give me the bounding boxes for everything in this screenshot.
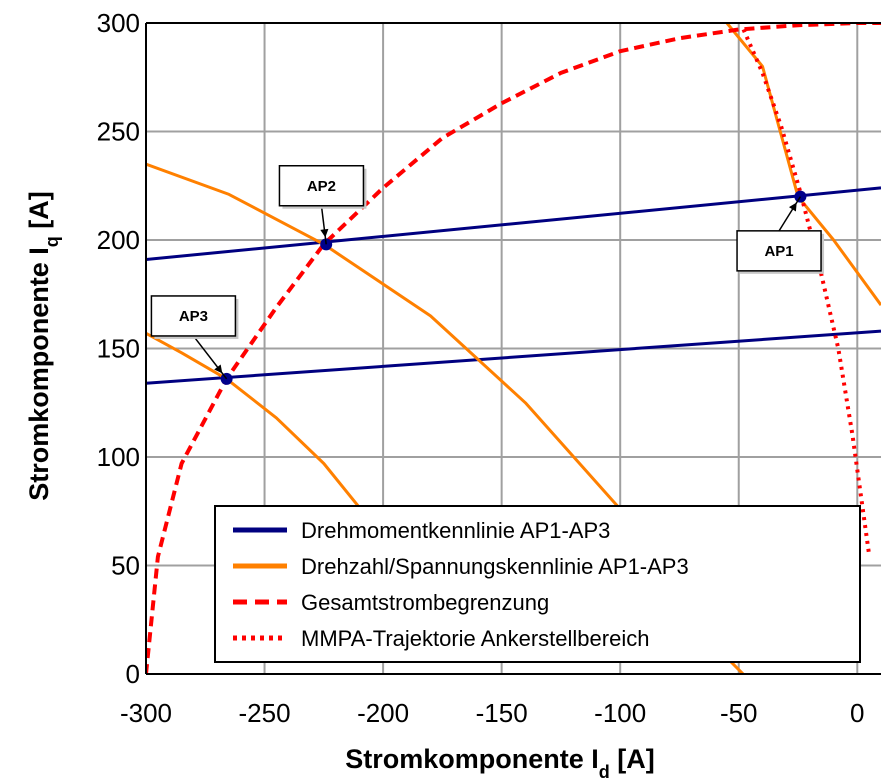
callout-arrowhead bbox=[320, 228, 329, 238]
callout-label-ap1: AP1 bbox=[764, 243, 793, 260]
y-axis-label-sub: q bbox=[42, 236, 62, 247]
x-tick-label: -250 bbox=[239, 698, 291, 728]
x-tick-label: -300 bbox=[120, 698, 172, 728]
callout-arrowhead bbox=[214, 364, 223, 374]
y-tick-label: 200 bbox=[97, 225, 140, 255]
x-axis-label: Stromkomponente Id [A] bbox=[345, 744, 655, 782]
y-tick-label: 50 bbox=[111, 551, 140, 581]
legend-box bbox=[214, 505, 861, 663]
callout-box-ap1 bbox=[736, 230, 822, 272]
y-axis-label: Stromkomponente Iq [A] bbox=[24, 191, 62, 501]
y-tick-label: 250 bbox=[97, 117, 140, 147]
x-tick-label: 0 bbox=[850, 698, 864, 728]
series-torque-line bbox=[146, 186, 881, 261]
legend-label: Gesamtstrombegrenzung bbox=[301, 590, 549, 615]
x-tick-label: -150 bbox=[476, 698, 528, 728]
series-mmpa-line bbox=[741, 28, 872, 555]
x-axis-label-sub: d bbox=[599, 762, 610, 782]
x-tick-label: -200 bbox=[357, 698, 409, 728]
callout-box-ap3 bbox=[150, 295, 237, 337]
legend: Drehmomentkennlinie AP1-AP3 Drehzahl/Span… bbox=[214, 505, 861, 663]
legend-label: Drehmomentkennlinie AP1-AP3 bbox=[301, 518, 610, 543]
tick-labels: -300 -250 -200 -150 -100 -50 0 0 50 100 150 200 250 3… bbox=[97, 8, 865, 728]
y-tick-label: 150 bbox=[97, 334, 140, 364]
callouts-layer: AP1 AP2 AP3 bbox=[150, 165, 825, 380]
series-current-line bbox=[146, 23, 881, 674]
y-axis-label-unit: [A] bbox=[24, 191, 54, 236]
x-tick-label: -100 bbox=[594, 698, 646, 728]
callout-arrowhead bbox=[788, 202, 797, 212]
callout-box-ap2 bbox=[278, 165, 365, 207]
callout-label-ap3: AP3 bbox=[179, 308, 208, 325]
callout-label-ap2: AP2 bbox=[307, 178, 336, 195]
x-tick-label: -50 bbox=[720, 698, 758, 728]
y-tick-label: 0 bbox=[126, 659, 140, 689]
series-layer bbox=[146, 23, 881, 674]
callout-arrow-ap2 bbox=[320, 205, 327, 245]
y-axis-label-main: Stromkomponente I bbox=[24, 247, 54, 501]
y-tick-label: 100 bbox=[97, 442, 140, 472]
y-tick-label: 300 bbox=[97, 8, 140, 38]
legend-label: Drehzahl/Spannungskennlinie AP1-AP3 bbox=[301, 554, 689, 579]
series-speed-line bbox=[146, 162, 746, 674]
x-axis-label-main: Stromkomponente I bbox=[345, 744, 599, 774]
series-torque-line bbox=[146, 329, 881, 385]
callout-arrow-ap1 bbox=[778, 196, 802, 232]
x-axis-label-unit: [A] bbox=[610, 744, 655, 774]
legend-label: MMPA-Trajektorie Ankerstellbereich bbox=[301, 626, 649, 651]
